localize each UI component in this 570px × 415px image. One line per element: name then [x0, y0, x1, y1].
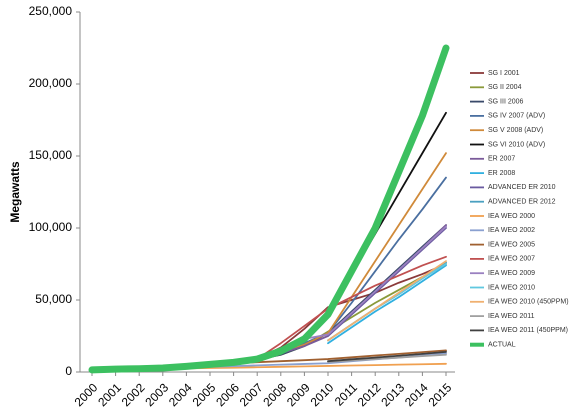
x-tick-label: 2002 [119, 380, 148, 409]
x-tick-label: 2005 [190, 380, 219, 409]
y-tick-label: 200,000 [29, 76, 73, 90]
x-tick-label: 2001 [95, 380, 124, 409]
series-line [327, 260, 447, 342]
legend-label: SG II 2004 [488, 84, 522, 91]
legend-label: IEA WEO 2011 [488, 313, 535, 320]
x-tick-label: 2015 [426, 380, 455, 409]
legend-label: IEA WEO 2011 (450PPM) [488, 327, 568, 334]
x-tick-label: 2004 [166, 380, 195, 409]
legend-label: IEA WEO 2005 [488, 241, 535, 248]
legend-label: ADVANCED ER 2010 [488, 184, 556, 191]
series-line [88, 44, 450, 374]
series-line [327, 353, 447, 363]
x-tick-label: 2007 [237, 380, 266, 409]
series-line [327, 264, 447, 345]
x-tick-label: 2009 [284, 380, 313, 409]
legend-label: IEA WEO 2010 (450PPM) [488, 299, 569, 306]
series-line [327, 227, 447, 337]
legend-label: IEA WEO 2002 [488, 227, 535, 234]
x-tick-label: 2014 [402, 380, 431, 409]
legend-label: SG IV 2007 (ADV) [488, 113, 545, 120]
x-tick-label: 2003 [142, 380, 171, 409]
legend-label: IEA WEO 2000 [488, 213, 535, 220]
legend-label: SG I 2001 [488, 70, 520, 77]
x-tick-label: 2013 [378, 380, 407, 409]
series-line [279, 152, 447, 355]
legend-label: SG III 2006 [488, 98, 524, 105]
x-tick-label: 2010 [308, 380, 337, 409]
series-line [256, 255, 447, 360]
legend-label: ACTUAL [488, 342, 516, 349]
y-tick-label: 50,000 [35, 292, 72, 306]
x-tick-label: 2008 [260, 380, 289, 409]
y-tick-label: 150,000 [29, 148, 73, 162]
series-line [303, 225, 447, 340]
legend-label: SG VI 2010 (ADV) [488, 141, 545, 148]
y-axis-label: Megawatts [8, 161, 22, 223]
legend-label: IEA WEO 2010 [488, 284, 535, 291]
legend-label: ADVANCED ER 2012 [488, 199, 556, 206]
x-tick-label: 2012 [355, 380, 384, 409]
y-tick-label: 100,000 [29, 220, 73, 234]
legend-label: ER 2007 [488, 156, 515, 163]
y-tick-label: 250,000 [29, 4, 73, 18]
x-tick-label: 2006 [213, 380, 242, 409]
x-tick-label: 2011 [332, 380, 360, 408]
y-tick-label: 0 [65, 364, 72, 378]
series-line [327, 350, 447, 363]
legend-label: IEA WEO 2007 [488, 256, 535, 263]
legend-label: ER 2008 [488, 170, 515, 177]
legend-label: SG V 2008 (ADV) [488, 127, 543, 134]
legend-label: IEA WEO 2009 [488, 270, 535, 277]
x-tick-label: 2000 [72, 380, 101, 409]
